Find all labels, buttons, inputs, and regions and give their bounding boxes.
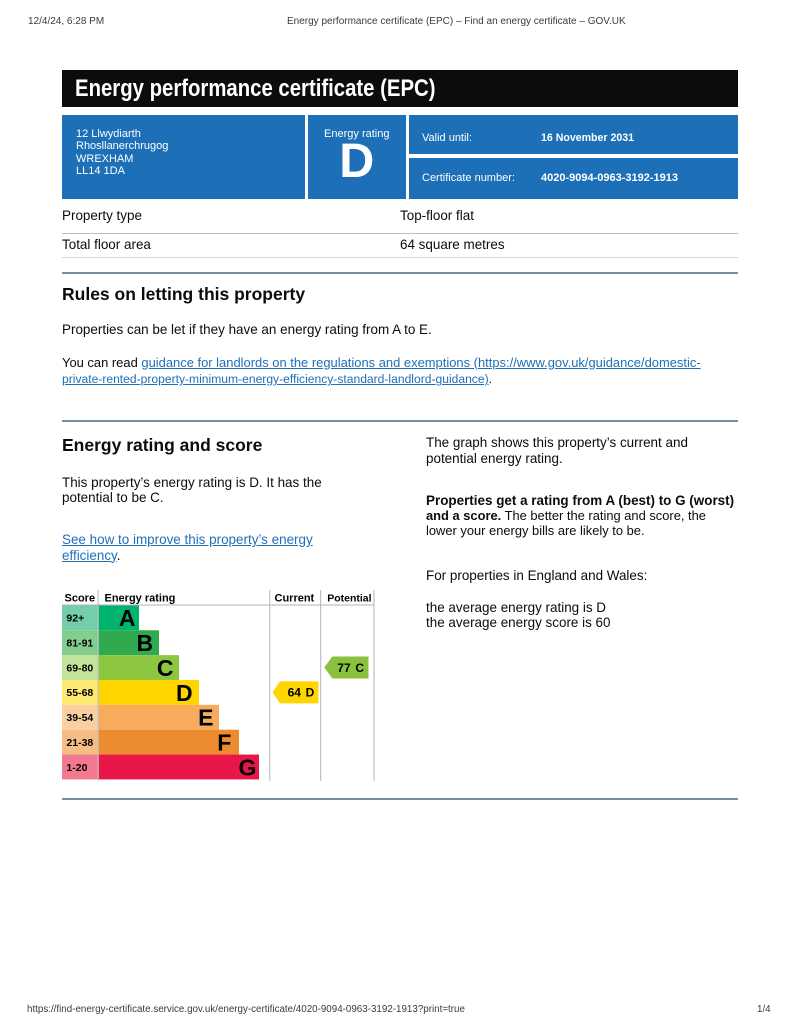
svg-text:69-80: 69-80 [66, 662, 93, 674]
svg-text:B: B [137, 630, 154, 656]
svg-text:55-68: 55-68 [66, 687, 93, 699]
svg-text:D: D [306, 686, 315, 700]
svg-text:E: E [198, 705, 213, 731]
svg-text:81-91: 81-91 [66, 638, 93, 650]
svg-text:39-54: 39-54 [66, 712, 93, 724]
svg-text:Current: Current [275, 593, 315, 605]
svg-text:92+: 92+ [66, 613, 84, 625]
svg-text:1-20: 1-20 [66, 762, 87, 774]
svg-text:Score: Score [65, 593, 96, 605]
svg-text:A: A [119, 605, 136, 631]
svg-text:G: G [239, 754, 257, 780]
svg-text:Energy rating: Energy rating [105, 593, 176, 605]
svg-text:C: C [157, 655, 174, 681]
svg-text:64: 64 [288, 686, 302, 700]
svg-text:F: F [217, 730, 231, 756]
svg-text:C: C [355, 661, 364, 675]
svg-text:77: 77 [337, 661, 351, 675]
svg-text:D: D [176, 680, 193, 706]
svg-text:Potential: Potential [327, 593, 371, 605]
svg-text:21-38: 21-38 [66, 737, 93, 749]
